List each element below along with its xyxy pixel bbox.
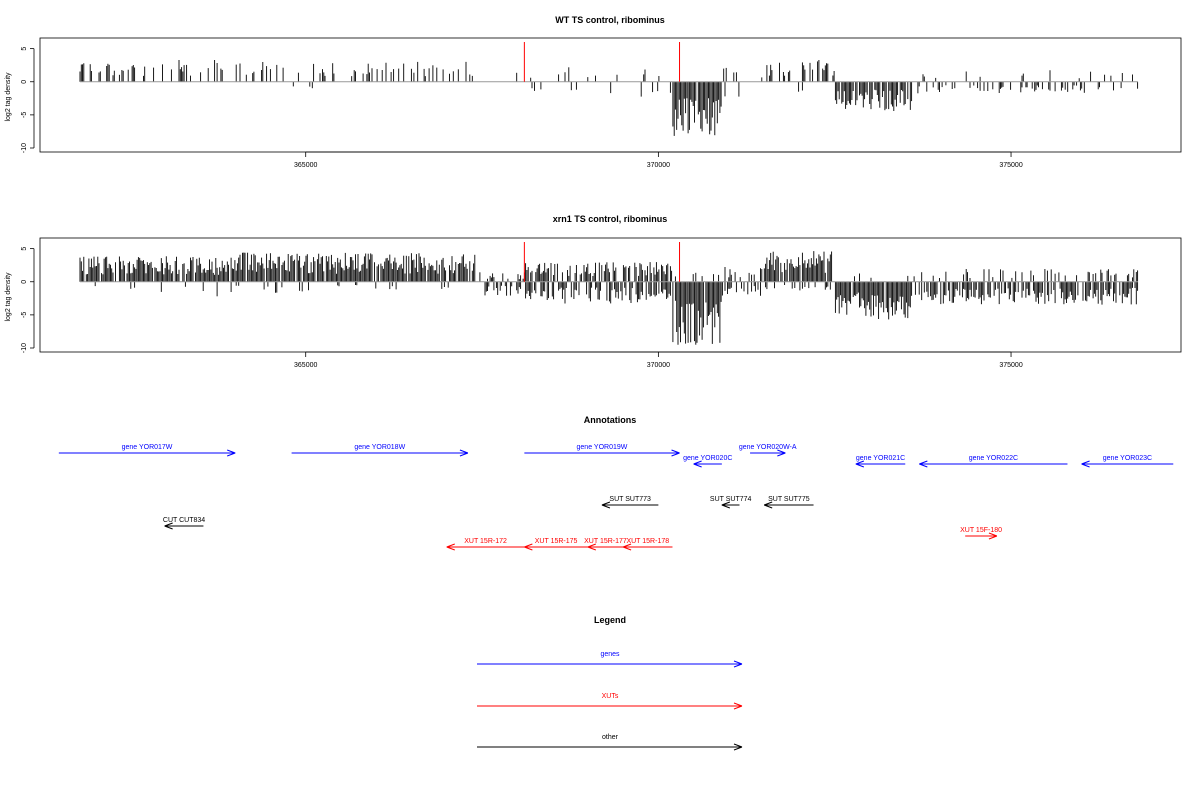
gene-yor020c-arrow-head bbox=[693, 463, 702, 468]
xrn1-y-tick-label: -10 bbox=[21, 343, 28, 353]
xut-15r-175-arrow-head bbox=[524, 546, 533, 551]
gene-yor020c-label: gene YOR020C bbox=[683, 455, 732, 462]
gene-yor023c-label: gene YOR023C bbox=[1103, 455, 1152, 462]
xut-15r-178-arrow-head bbox=[622, 543, 632, 548]
sut-sut773-arrow-head bbox=[601, 504, 611, 509]
xut-15r-175-label: XUT 15R-175 bbox=[535, 538, 578, 545]
xrn1-x-tick-label: 365000 bbox=[294, 362, 317, 369]
annotation-track: Annotations gene YOR017W gene YOR018W gene… bbox=[58, 415, 1174, 551]
gene-yor019w-label: gene YOR019W bbox=[577, 444, 628, 451]
legend-genes-label: genes bbox=[600, 651, 620, 658]
legend-xuts-arrow-head bbox=[733, 702, 743, 707]
gene-yor020w-a-label: gene YOR020W-A bbox=[739, 444, 797, 451]
xut-15r-172-arrow-head bbox=[446, 543, 455, 548]
xut-15r-172-arrow-head bbox=[446, 546, 455, 551]
legend-other-arrow-head bbox=[733, 743, 743, 748]
cut-cut834-label: CUT CUT834 bbox=[163, 517, 205, 524]
legend: Legend genes XUTs other bbox=[477, 615, 743, 751]
wt-y-axis-label: log2 tag density bbox=[5, 72, 12, 122]
xut-15r-178-arrow-head bbox=[622, 546, 632, 551]
gene-yor022c-label: gene YOR022C bbox=[969, 455, 1018, 462]
xut-15r-177-arrow-head bbox=[587, 546, 597, 551]
gene-yor017w-arrow-head bbox=[226, 449, 236, 454]
annotations-title: Annotations bbox=[584, 415, 637, 425]
gene-yor021c-label: gene YOR021C bbox=[856, 455, 905, 462]
legend-other-arrow-head bbox=[733, 746, 743, 751]
wt-y-tick-label: -5 bbox=[21, 112, 28, 118]
legend-genes-arrow-head bbox=[733, 660, 743, 665]
xut-15f-180-arrow-head bbox=[988, 532, 998, 537]
gene-yor022c-arrow-head bbox=[919, 463, 928, 468]
xrn1-density-panel: xrn1 TS control, ribominus log2 tag dens… bbox=[5, 214, 1182, 369]
sut-sut775-arrow-head bbox=[763, 504, 773, 509]
cut-cut834-arrow-head bbox=[164, 522, 173, 527]
legend-xuts-label: XUTs bbox=[602, 693, 619, 700]
sut-sut773-label: SUT SUT773 bbox=[609, 496, 651, 503]
legend-title: Legend bbox=[594, 615, 626, 625]
sut-sut774-arrow-head bbox=[721, 504, 731, 509]
gene-yor021c-arrow-head bbox=[855, 460, 865, 465]
gene-yor017w-arrow-head bbox=[226, 452, 236, 457]
wt-density-panel: WT TS control, ribominus log2 tag densit… bbox=[5, 15, 1182, 169]
xut-15r-177-label: XUT 15R-177 bbox=[584, 538, 627, 545]
wt-x-tick-label: 375000 bbox=[999, 162, 1022, 169]
wt-panel-title: WT TS control, ribominus bbox=[555, 15, 665, 25]
xut-15r-178-label: XUT 15R-178 bbox=[626, 538, 669, 545]
gene-yor017w-label: gene YOR017W bbox=[122, 444, 173, 451]
wt-y-tick-label: -10 bbox=[21, 143, 28, 153]
sut-sut775-arrow-head bbox=[763, 501, 773, 506]
legend-other-label: other bbox=[602, 734, 619, 741]
xut-15r-177-arrow-head bbox=[587, 543, 597, 548]
wt-bar-group bbox=[79, 42, 1139, 136]
legend-genes-arrow-head bbox=[733, 663, 743, 668]
gene-yor023c-arrow-head bbox=[1081, 463, 1090, 468]
sut-sut775-label: SUT SUT775 bbox=[768, 496, 810, 503]
gene-yor021c-arrow-head bbox=[855, 463, 865, 468]
xrn1-y-tick-label: 5 bbox=[21, 247, 28, 251]
gene-yor023c-arrow-head bbox=[1081, 460, 1090, 465]
legend-items: genes XUTs other bbox=[477, 651, 743, 751]
xut-15r-172-label: XUT 15R-172 bbox=[464, 538, 507, 545]
annotation-features: gene YOR017W gene YOR018W gene YOR019W gene… bbox=[58, 444, 1174, 551]
gene-yor019w-arrow-head bbox=[671, 452, 680, 457]
gene-yor019w-arrow-head bbox=[671, 449, 680, 454]
sut-sut773-arrow-head bbox=[601, 501, 611, 506]
wt-y-axis: 5 0 -5 -10 bbox=[21, 47, 35, 153]
wt-x-tick-label: 365000 bbox=[294, 162, 317, 169]
gene-yor018w-arrow-head bbox=[459, 449, 469, 454]
wt-plot-frame bbox=[39, 37, 1182, 153]
gene-yor018w-label: gene YOR018W bbox=[354, 444, 405, 451]
wt-y-tick-label: 5 bbox=[21, 47, 28, 51]
sut-sut774-label: SUT SUT774 bbox=[710, 496, 752, 503]
xrn1-x-axis: 365000 370000 375000 bbox=[294, 351, 1023, 369]
gene-yor020c-arrow-head bbox=[693, 460, 702, 465]
xrn1-y-axis: 5 0 -5 -10 bbox=[21, 247, 35, 353]
xrn1-bar-group bbox=[79, 242, 1139, 345]
cut-cut834-arrow-head bbox=[164, 525, 173, 530]
legend-xuts-arrow-head bbox=[733, 705, 743, 710]
gene-yor020w-a-arrow-head bbox=[777, 449, 786, 454]
xrn1-panel-title: xrn1 TS control, ribominus bbox=[553, 214, 668, 224]
gene-yor020w-a-arrow-head bbox=[777, 452, 786, 457]
wt-x-axis: 365000 370000 375000 bbox=[294, 151, 1023, 169]
gene-yor018w-arrow-head bbox=[459, 452, 469, 457]
xrn1-x-tick-label: 370000 bbox=[647, 362, 670, 369]
xrn1-x-tick-label: 375000 bbox=[999, 362, 1022, 369]
gene-yor022c-arrow-head bbox=[919, 460, 928, 465]
sut-sut774-arrow-head bbox=[721, 501, 731, 506]
xut-15f-180-arrow-head bbox=[988, 535, 998, 540]
xut-15r-175-arrow-head bbox=[524, 543, 533, 548]
xut-15f-180-label: XUT 15F-180 bbox=[960, 527, 1002, 534]
wt-x-tick-label: 370000 bbox=[647, 162, 670, 169]
xrn1-y-axis-label: log2 tag density bbox=[5, 272, 12, 322]
xrn1-y-tick-label: -5 bbox=[21, 312, 28, 318]
wt-y-tick-label: 0 bbox=[21, 80, 28, 84]
xrn1-y-tick-label: 0 bbox=[21, 280, 28, 284]
